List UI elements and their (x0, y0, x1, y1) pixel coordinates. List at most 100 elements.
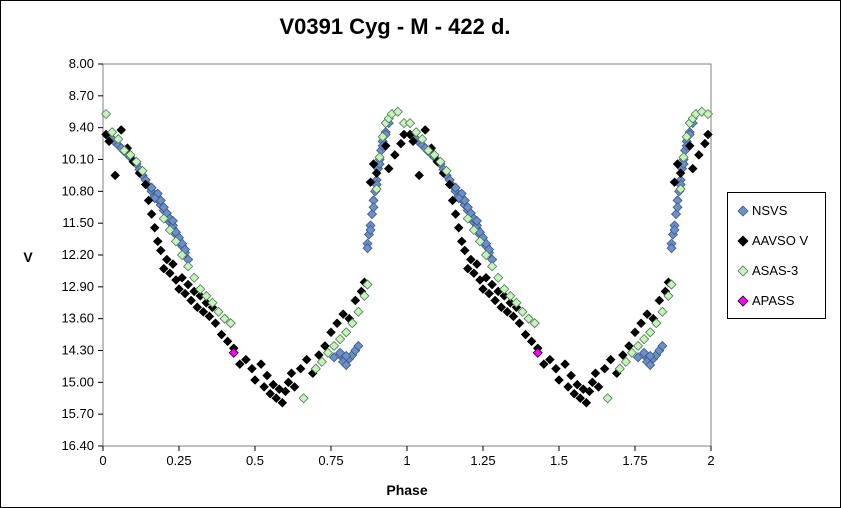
aavso-v-point (572, 379, 583, 390)
asas-3-point (632, 340, 644, 352)
aavso-v-point (247, 363, 257, 374)
legend-label-asas-3: ASAS-3 (752, 263, 799, 278)
y-tick-label: 10.80 (61, 183, 94, 198)
aavso-v-point (593, 382, 604, 392)
x-axis-title: Phase (386, 482, 427, 498)
aavso-v-point (514, 318, 525, 329)
aavso-v-point (444, 179, 455, 190)
aavso-v-point (630, 327, 640, 338)
y-tick-label: 15.70 (61, 406, 94, 421)
asas-3-point (213, 306, 224, 317)
aavso-v-point (563, 382, 573, 392)
aavso-v-point (234, 359, 245, 369)
asas-3-point (158, 213, 169, 224)
aavso-v-point (204, 311, 215, 322)
aavso-v-point (590, 368, 601, 379)
asas-3-point (201, 290, 212, 301)
asas-3-point (170, 236, 182, 247)
asas-3-point (651, 318, 662, 329)
x-axis: 0 0.25 0.5 0.75 1 1.25 1.5 1.75 2 (99, 446, 715, 468)
aavso-v-point (268, 379, 279, 390)
asas-3-point (371, 183, 382, 195)
asas-3-point (219, 313, 230, 324)
aavso-v-point (453, 222, 464, 233)
asas-3-point (411, 127, 422, 138)
y-tick-label: 8.00 (69, 56, 94, 71)
aavso-v-point (180, 288, 190, 299)
asas-3-point (335, 334, 346, 345)
legend-marker-apass (737, 295, 749, 307)
y-tick-label: 11.50 (62, 215, 94, 230)
nsvs-point (365, 224, 376, 236)
aavso-v-point (487, 279, 497, 290)
asas-3-point (666, 279, 677, 290)
y-axis: 8.00 8.70 9.40 10.10 10.80 11.50 12.20 12.90 13.… (61, 56, 103, 453)
aavso-v-point (484, 288, 494, 299)
aavso-v-point (320, 341, 330, 351)
y-tick-label: 14.30 (61, 343, 94, 358)
asas-3-point (164, 224, 175, 236)
asas-3-point (441, 165, 452, 176)
x-tick-label: 1.75 (622, 453, 647, 468)
asas-3-point (429, 149, 440, 161)
y-tick-label: 12.90 (61, 279, 94, 294)
asas-3-point (517, 306, 528, 317)
asas-3-point (480, 249, 492, 261)
aavso-v-point (469, 268, 479, 279)
aavso-v-point (313, 350, 324, 360)
asas-3-point (359, 290, 370, 301)
apass-point (532, 347, 543, 358)
aavso-v-point (389, 150, 400, 160)
aavso-v-point (672, 159, 683, 169)
aavso-v-point (703, 129, 713, 140)
aavso-v-point (265, 388, 276, 399)
asas-3-point (523, 313, 534, 324)
x-tick-label: 0.75 (318, 453, 343, 468)
x-tick-label: 0.5 (246, 453, 264, 468)
y-tick-label: 13.60 (61, 311, 94, 326)
aavso-v-point (222, 336, 233, 347)
asas-3-point (702, 108, 714, 120)
aavso-v-point (271, 393, 282, 404)
asas-3-point (377, 131, 388, 142)
aavso-v-point (700, 138, 710, 149)
aavso-v-point (283, 377, 294, 388)
y-tick-label: 9.40 (69, 120, 94, 135)
aavso-v-point (687, 163, 698, 174)
asas-3-point (195, 284, 206, 295)
aavso-v-point (408, 136, 418, 147)
aavso-v-point (277, 397, 288, 408)
aavso-v-point (624, 341, 634, 351)
x-tick-label: 1.5 (550, 453, 568, 468)
asas-3-point (316, 356, 327, 367)
asas-3-point (189, 272, 200, 283)
asas-3-point (183, 261, 194, 272)
asas-3-point (322, 347, 334, 358)
asas-3-point (474, 236, 486, 247)
aavso-v-point (420, 125, 431, 135)
legend-label-aavso-v: AAVSO V (752, 233, 809, 248)
aavso-v-point (168, 259, 178, 269)
aavso-v-point (496, 302, 507, 313)
aavso-v-point (301, 354, 312, 365)
asas-3-point (435, 156, 446, 167)
plot-area (102, 63, 712, 447)
asas-3-point (392, 106, 403, 117)
aavso-v-point (684, 141, 695, 151)
asas-3-point (678, 152, 689, 163)
aavso-v-point (149, 222, 160, 233)
aavso-v-point (383, 163, 394, 174)
legend-marker-nsvs (737, 205, 749, 217)
aavso-v-point (447, 195, 458, 206)
aavso-v-point (599, 363, 610, 374)
x-tick-label: 1 (403, 453, 410, 468)
asas-3-point (113, 133, 124, 145)
nsvs-point (645, 350, 656, 362)
aavso-v-point (396, 138, 406, 149)
nsvs-point (366, 209, 378, 220)
asas-3-point (298, 393, 309, 404)
legend-item-asas-3: ASAS-3 (728, 261, 825, 281)
nsvs-point (167, 215, 178, 226)
data-markers (100, 106, 714, 408)
aavso-v-point (259, 382, 269, 392)
